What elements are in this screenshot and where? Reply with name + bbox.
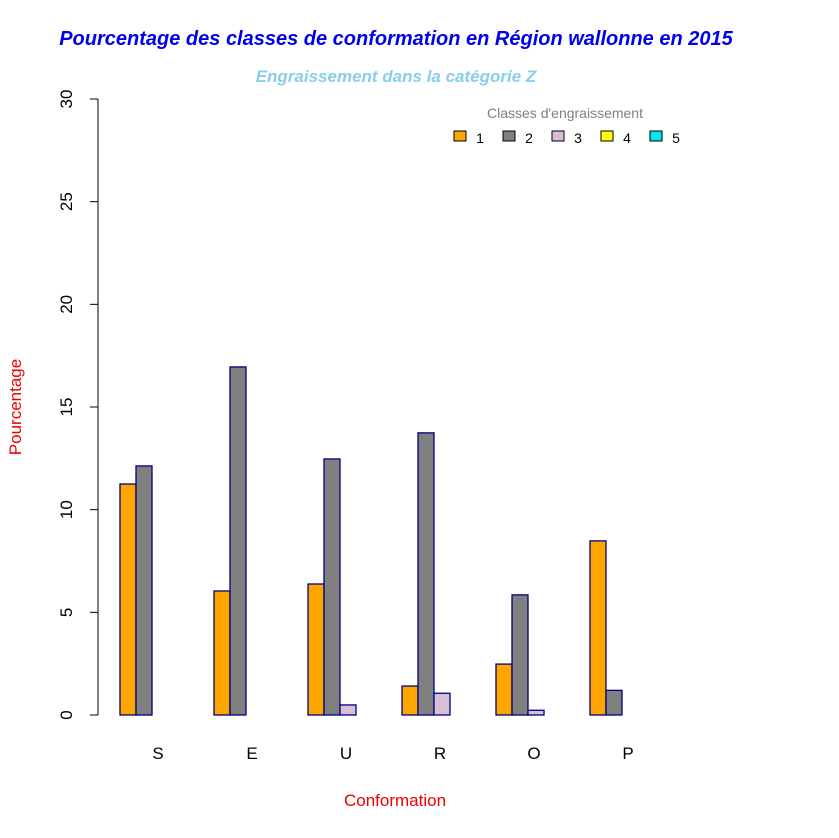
x-axis-label: Conformation: [344, 791, 446, 810]
bar-O-2: [511, 594, 529, 716]
legend-swatch-2: [502, 130, 516, 142]
legend-label: 4: [623, 130, 631, 146]
legend-label: 3: [574, 130, 582, 146]
x-tick-label: O: [527, 744, 540, 763]
bar-S-1: [119, 483, 137, 716]
legend-swatch-4: [600, 130, 614, 142]
y-tick-label: 15: [57, 398, 76, 417]
bar-U-2: [323, 458, 341, 716]
bar-S-2: [135, 465, 153, 716]
bar-R-1: [401, 685, 419, 716]
y-tick-label: 10: [57, 500, 76, 519]
y-tick-label: 30: [57, 90, 76, 109]
y-tick-label: 0: [57, 710, 76, 719]
legend-label: 5: [672, 130, 680, 146]
y-axis-label: Pourcentage: [6, 359, 25, 455]
legend-swatch-1: [453, 130, 467, 142]
bar-O-1: [495, 663, 513, 716]
x-tick-label: P: [622, 744, 633, 763]
bar-U-3: [339, 704, 357, 716]
bar-R-3: [433, 692, 451, 716]
chart-subtitle: Engraissement dans la catégorie Z: [256, 67, 537, 86]
y-tick-label: 20: [57, 295, 76, 314]
bar-O-3: [527, 709, 545, 716]
bar-P-1: [589, 540, 607, 716]
legend-swatch-5: [649, 130, 663, 142]
bar-P-2: [605, 689, 623, 716]
x-tick-label: R: [434, 744, 446, 763]
legend-label: 2: [525, 130, 533, 146]
bar-E-1: [213, 590, 231, 716]
legend-swatch-3: [551, 130, 565, 142]
x-tick-label: U: [340, 744, 352, 763]
bar-U-1: [307, 583, 325, 716]
y-tick-label: 5: [57, 608, 76, 617]
legend-title: Classes d'engraissement: [487, 105, 643, 121]
bar-R-2: [417, 432, 435, 716]
legend-label: 1: [476, 130, 484, 146]
bar-E-2: [229, 366, 247, 716]
y-tick-label: 25: [57, 192, 76, 211]
chart-title: Pourcentage des classes de conformation …: [59, 28, 733, 50]
x-tick-label: E: [246, 744, 257, 763]
x-tick-label: S: [152, 744, 163, 763]
